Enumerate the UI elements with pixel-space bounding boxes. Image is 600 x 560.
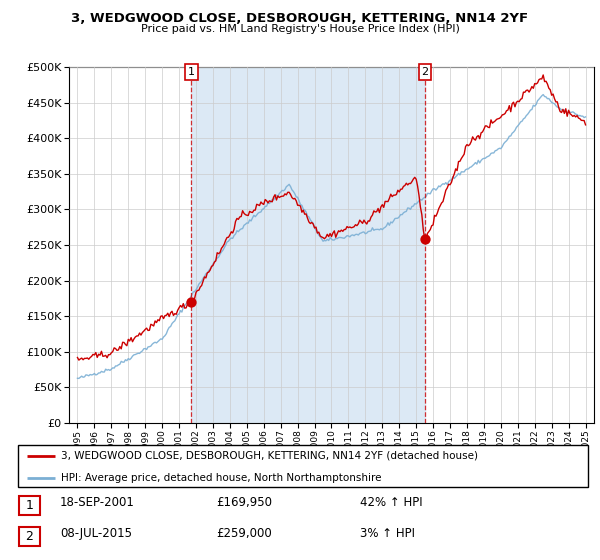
Point — [420, 234, 430, 243]
FancyBboxPatch shape — [19, 496, 40, 515]
Text: 3, WEDGWOOD CLOSE, DESBOROUGH, KETTERING, NN14 2YF (detached house): 3, WEDGWOOD CLOSE, DESBOROUGH, KETTERING… — [61, 451, 478, 461]
Text: 2: 2 — [421, 67, 428, 77]
FancyBboxPatch shape — [18, 445, 588, 487]
Text: Price paid vs. HM Land Registry's House Price Index (HPI): Price paid vs. HM Land Registry's House … — [140, 24, 460, 34]
Text: 1: 1 — [188, 67, 195, 77]
Text: 42% ↑ HPI: 42% ↑ HPI — [360, 496, 422, 509]
Text: 3, WEDGWOOD CLOSE, DESBOROUGH, KETTERING, NN14 2YF: 3, WEDGWOOD CLOSE, DESBOROUGH, KETTERING… — [71, 12, 529, 25]
Text: £169,950: £169,950 — [216, 496, 272, 509]
Text: 18-SEP-2001: 18-SEP-2001 — [60, 496, 135, 509]
Text: 1: 1 — [25, 498, 34, 512]
Text: 08-JUL-2015: 08-JUL-2015 — [60, 527, 132, 540]
Text: £259,000: £259,000 — [216, 527, 272, 540]
Text: 2: 2 — [25, 530, 34, 543]
Text: 3% ↑ HPI: 3% ↑ HPI — [360, 527, 415, 540]
Text: HPI: Average price, detached house, North Northamptonshire: HPI: Average price, detached house, Nort… — [61, 473, 381, 483]
Point — [187, 297, 196, 306]
FancyBboxPatch shape — [19, 527, 40, 546]
Bar — [191, 67, 425, 423]
